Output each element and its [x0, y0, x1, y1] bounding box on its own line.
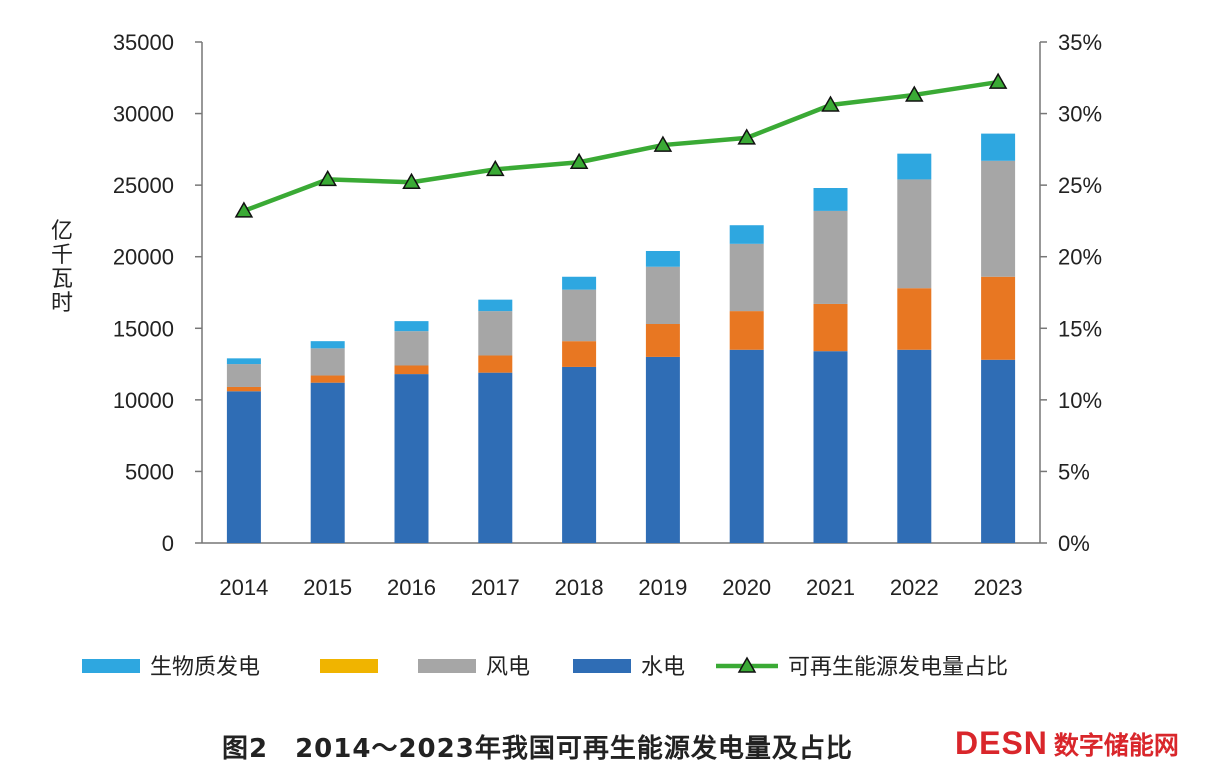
left-tick-label: 35000: [113, 30, 174, 55]
bar-segment: [478, 372, 513, 543]
x-tick-label: 2017: [471, 575, 520, 600]
y-axis-label-char: 亿: [51, 219, 73, 244]
legend-label: 可再生能源发电量占比: [788, 655, 1008, 680]
share-line: [243, 79, 999, 214]
bar-segment: [897, 179, 932, 289]
legend-swatch: [82, 659, 140, 673]
bar-segment: [310, 382, 345, 543]
right-tick-label: 30%: [1058, 102, 1102, 127]
right-tick-label: 0%: [1058, 531, 1090, 556]
left-tick-label: 25000: [113, 173, 174, 198]
line-point: [569, 152, 589, 169]
x-tick-label: 2016: [387, 575, 436, 600]
x-tick-label: 2022: [890, 575, 939, 600]
stacked-bar-line-chart: 0 5000 10000 15000 20000 25000 30000 35000 0% 5% 1…: [51, 30, 1102, 680]
bar-segment: [226, 386, 261, 392]
left-tick-label: 15000: [113, 316, 174, 341]
line-point: [318, 169, 337, 187]
x-tick-label: 2014: [219, 575, 268, 600]
left-tick-label: 10000: [113, 388, 174, 413]
line-point: [402, 172, 421, 190]
bar-segment: [813, 210, 848, 304]
line-point: [737, 128, 756, 145]
bar-segment: [645, 323, 680, 357]
left-tick-label: 0: [162, 531, 174, 556]
line-point: [234, 201, 254, 218]
bar-segment: [645, 250, 680, 267]
bar-segment: [226, 358, 261, 365]
bar-segment: [478, 311, 513, 356]
watermark: DESN 数字储能网: [955, 725, 1179, 762]
line-point: [905, 85, 924, 102]
bar-segment: [813, 303, 848, 352]
right-tick-label: 35%: [1058, 30, 1102, 55]
x-tick-label: 2023: [974, 575, 1023, 600]
bar-segment: [897, 153, 932, 180]
bar-segment: [562, 276, 597, 290]
right-tick-label: 15%: [1058, 316, 1102, 341]
line-point: [821, 95, 840, 112]
y-axis-label-char: 瓦: [51, 267, 73, 292]
bar-segment: [729, 349, 764, 543]
legend-swatch: [573, 659, 631, 673]
bar-segment: [729, 225, 764, 244]
bar-segment: [645, 356, 680, 543]
bar-segment: [562, 341, 597, 367]
bar-segment: [729, 243, 764, 312]
x-tick-label: 2019: [638, 575, 687, 600]
bar-segment: [729, 311, 764, 350]
left-tick-label: 30000: [113, 102, 174, 127]
legend-label: 风电: [486, 655, 530, 680]
right-tick-label: 10%: [1058, 388, 1102, 413]
line-point: [653, 135, 673, 152]
x-tick-label: 2015: [303, 575, 352, 600]
bar-segment: [981, 133, 1016, 161]
line-point: [486, 159, 505, 177]
bar-segment: [394, 365, 429, 375]
bar-segment: [478, 299, 513, 312]
bar-segment: [981, 160, 1016, 277]
line-point: [988, 72, 1008, 89]
bar-segment: [981, 359, 1016, 543]
bar-segment: [981, 276, 1016, 360]
bar-segment: [897, 288, 932, 350]
legend-label: 水电: [641, 655, 685, 680]
bar-segment: [813, 188, 848, 211]
figure-caption: 图2 2014～2023年我国可再生能源发电量及占比: [222, 734, 853, 764]
x-tick-label: 2018: [555, 575, 604, 600]
x-tick-label: 2021: [806, 575, 855, 600]
legend-swatch: [418, 659, 476, 673]
legend-swatch: [320, 659, 378, 673]
bar-segment: [645, 266, 680, 324]
y-axis-label-char: 时: [51, 291, 73, 316]
bar-segment: [813, 351, 848, 543]
legend-line-marker: [737, 656, 757, 673]
bar-segment: [226, 391, 261, 543]
bar-segment: [310, 348, 345, 376]
bar-segment: [310, 341, 345, 349]
watermark-site: 数字储能网: [1053, 731, 1179, 760]
watermark-brand: DESN: [955, 725, 1048, 761]
bar-segment: [394, 374, 429, 543]
bar-segment: [394, 331, 429, 366]
x-tick-label: 2020: [722, 575, 771, 600]
bar-segment: [226, 364, 261, 387]
right-tick-label: 25%: [1058, 173, 1102, 198]
bar-segment: [897, 349, 932, 543]
y-axis-label-char: 千: [51, 243, 73, 268]
left-tick-label: 20000: [113, 245, 174, 270]
bar-segment: [562, 289, 597, 342]
right-tick-label: 20%: [1058, 245, 1102, 270]
legend-label: 生物质发电: [150, 655, 260, 680]
bar-segment: [394, 321, 429, 332]
bar-segment: [562, 366, 597, 543]
bar-segment: [310, 375, 345, 383]
left-tick-label: 5000: [125, 459, 174, 484]
bar-segment: [478, 355, 513, 373]
right-tick-label: 5%: [1058, 459, 1090, 484]
